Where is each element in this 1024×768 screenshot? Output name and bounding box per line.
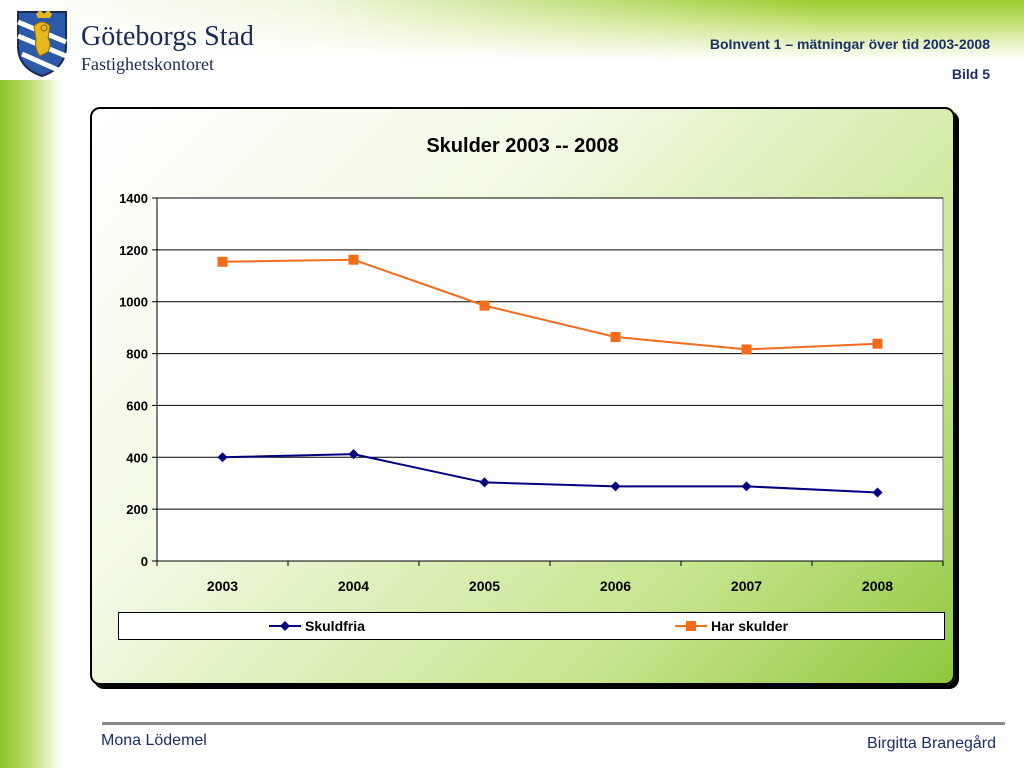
data-point-skuldfria [348,449,359,460]
data-point-skuldfria [479,477,490,488]
x-tick-label: 2004 [338,578,369,594]
data-point-har-skulder [217,256,228,267]
line-chart: 0 200 400 600 800 1000 1200 1400 2003 2004 2005 200… [119,191,944,594]
data-point-skuldfria [741,481,752,492]
brand-name: Göteborgs Stad [81,21,254,52]
data-point-har-skulder [872,338,883,349]
x-tick-label: 2008 [862,578,893,594]
data-point-har-skulder [479,300,490,311]
presentation-title: BoInvent 1 – mätningar över tid 2003-200… [709,36,990,52]
y-tick-label: 1400 [119,191,148,206]
header-gradient-fade [0,0,1024,60]
data-point-skuldfria [610,481,621,492]
diamond-marker-icon [269,621,301,631]
x-tick-label: 2006 [600,578,631,594]
chart-title: Skulder 2003 -- 2008 [426,135,619,157]
x-tick-label: 2007 [731,578,762,594]
y-tick-label: 400 [126,450,148,465]
coat-of-arms-icon [17,10,67,78]
plot-area [156,197,944,562]
series-line-har-skulder [222,258,878,351]
series-line-skuldfria [222,453,878,494]
chart-panel: Skulder 2003 -- 2008 0 200 400 600 800 1000 12… [90,107,955,685]
data-point-har-skulder [610,331,621,342]
footer-author-left: Mona Lödemel [101,732,207,749]
side-gradient-band [0,80,62,768]
y-tick-label: 1200 [119,243,148,258]
data-point-skuldfria [872,487,883,498]
x-tick-label: 2003 [207,578,238,594]
chart-legend: Skuldfria Har skulder [118,612,945,640]
brand-subtitle: Fastighetskontoret [81,54,214,74]
y-tick-label: 200 [126,502,148,517]
square-marker-icon [675,621,707,631]
y-tick-label: 600 [126,398,148,413]
x-tick-label: 2005 [469,578,500,594]
legend-label-skuldfria: Skuldfria [305,618,365,634]
slide-number: Bild 5 [951,66,990,82]
legend-item-skuldfria: Skuldfria [269,618,365,634]
legend-item-har-skulder: Har skulder [675,618,788,634]
legend-label-har-skulder: Har skulder [711,618,789,634]
data-point-har-skulder [741,344,752,355]
data-point-skuldfria [217,452,228,463]
footer-author-right: Birgitta Branegård [867,735,996,752]
y-tick-label: 1000 [119,295,148,310]
data-point-har-skulder [348,254,359,265]
y-tick-label: 800 [126,347,148,362]
y-tick-label: 0 [141,554,148,569]
footer-divider [102,722,1005,725]
city-logo [14,8,70,78]
